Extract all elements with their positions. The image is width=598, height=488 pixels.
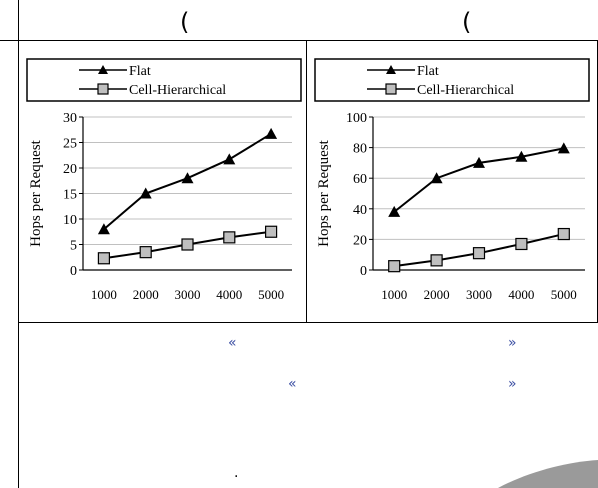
x-tick-label: 4000: [508, 287, 534, 302]
top-horizontal-rule: [0, 40, 598, 41]
y-tick-label: 0: [360, 264, 367, 279]
point-flat: [265, 127, 278, 139]
guillemet-open-row2: «: [288, 376, 297, 392]
point-flat: [515, 150, 528, 162]
point-cell: [557, 227, 570, 241]
middle-horizontal-rule: [18, 322, 598, 323]
legend-marker-flat: [386, 65, 396, 74]
corner-swoosh: [498, 460, 598, 488]
y-tick-label: 30: [63, 111, 77, 126]
legend-label-0: Flat: [417, 64, 439, 79]
x-tick-label: 2000: [133, 287, 159, 302]
legend-box: [26, 58, 302, 102]
x-tick-label: 3000: [466, 287, 492, 302]
y-tick-label: 100: [346, 111, 367, 126]
point-flat: [139, 187, 152, 199]
point-cell: [223, 231, 236, 244]
point-cell: [181, 238, 194, 251]
y-tick-label: 5: [70, 239, 77, 254]
x-tick-label: 5000: [258, 287, 284, 302]
legend-label-0: Flat: [129, 64, 151, 79]
point-flat: [388, 205, 401, 217]
chart-right: Flat Cell-Hierarchical 0 20 40 60 80 100 1000 200…: [307, 41, 597, 322]
y-tick-label: 80: [353, 142, 367, 157]
point-flat: [557, 142, 570, 154]
y-tick-label: 60: [353, 172, 367, 187]
y-axis-label: Hops per Request: [316, 139, 332, 246]
chart-left-svg: Flat Cell-Hierarchical 0 5 10 15 20 25 30 1000 200…: [26, 58, 302, 302]
y-tick-label: 40: [353, 203, 367, 218]
x-tick-label: 5000: [551, 287, 577, 302]
y-tick-label: 25: [63, 137, 77, 152]
x-tick-label: 4000: [216, 287, 242, 302]
y-tick-label: 20: [63, 162, 77, 177]
point-flat: [223, 153, 236, 165]
legend-label-1: Cell-Hierarchical: [129, 83, 226, 98]
y-tick-label: 10: [63, 213, 77, 228]
chart-left: Flat Cell-Hierarchical 0 5 10 15 20 25 30 1000 200…: [19, 41, 306, 322]
point-flat: [430, 172, 443, 184]
stray-dot: .: [234, 465, 239, 481]
y-axis-label: Hops per Request: [28, 139, 44, 246]
guillemet-close-row1: »: [508, 335, 517, 351]
legend-marker-cell: [97, 83, 109, 95]
right-open-paren: (: [462, 8, 472, 36]
x-tick-label: 2000: [424, 287, 450, 302]
point-flat: [97, 223, 110, 235]
point-cell: [472, 247, 486, 260]
point-flat: [181, 172, 194, 184]
point-cell: [139, 246, 152, 259]
corner-swoosh-shape: [498, 460, 598, 488]
y-tick-label: 15: [63, 188, 77, 203]
legend-marker-flat: [98, 65, 108, 74]
legend-box: [314, 58, 590, 102]
guillemet-close-row2: »: [508, 376, 517, 392]
x-tick-label: 1000: [91, 287, 117, 302]
point-cell: [515, 237, 528, 251]
chart-divider-rule: [306, 40, 307, 323]
point-cell: [430, 254, 443, 267]
x-tick-label: 3000: [175, 287, 201, 302]
left-vertical-rule: [18, 0, 19, 488]
x-tick-label: 1000: [381, 287, 407, 302]
legend-label-1: Cell-Hierarchical: [417, 83, 514, 98]
point-flat: [473, 156, 485, 168]
point-cell: [97, 252, 111, 265]
chart-right-svg: Flat Cell-Hierarchical 0 20 40 60 80 100 1000 200…: [314, 58, 590, 302]
y-tick-label: 0: [70, 264, 77, 279]
left-open-paren: (: [180, 8, 190, 36]
point-cell: [388, 260, 401, 273]
guillemet-open-row1: «: [228, 335, 237, 351]
y-tick-label: 20: [353, 233, 367, 248]
point-cell: [265, 225, 278, 238]
legend-marker-cell: [385, 83, 397, 95]
